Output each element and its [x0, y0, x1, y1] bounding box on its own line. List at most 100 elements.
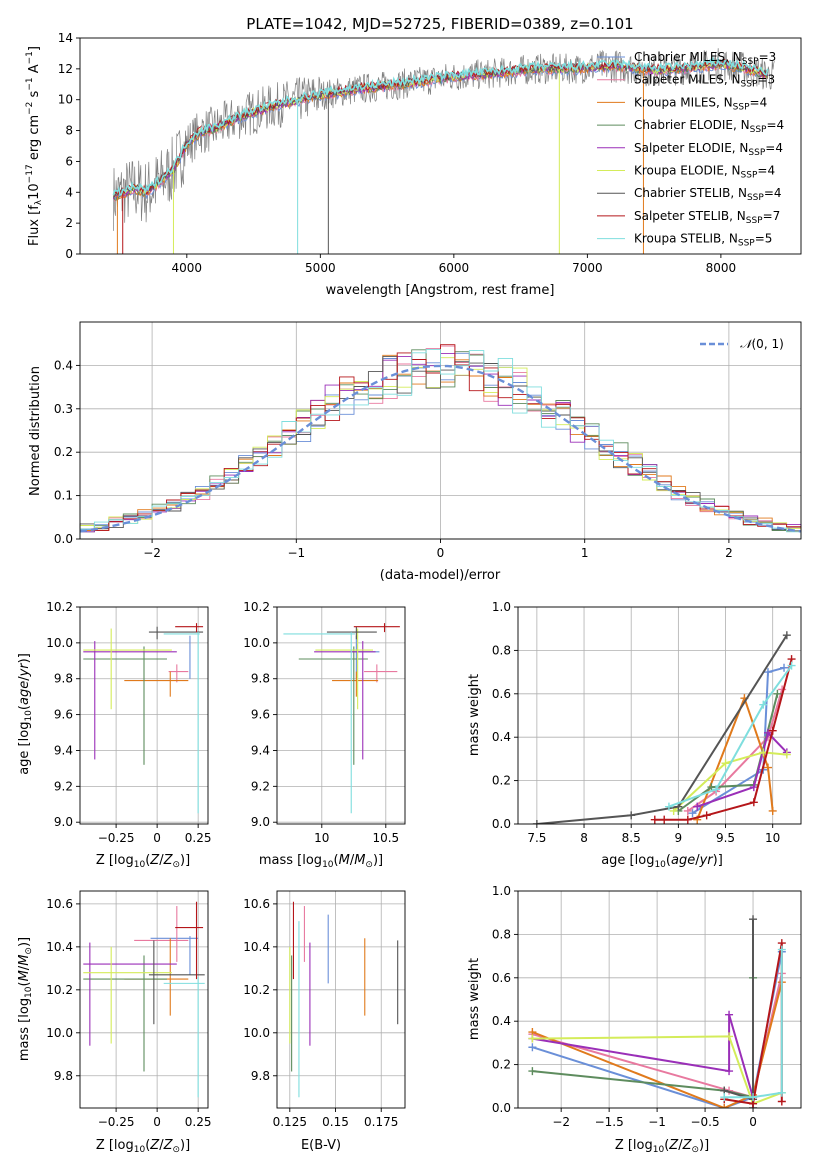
weight-marker-chabrier_stelib [627, 811, 636, 820]
x-tick-label: 0.125 [273, 1115, 307, 1129]
legend-label-chabrier_elodie: Chabrier ELODIE, NSSP=4 [634, 118, 784, 135]
x-tick-label: 8000 [706, 261, 737, 275]
x-tick-label: 10 [765, 831, 780, 845]
weight-marker-kroupa_miles [768, 806, 777, 815]
x-tick-label: 6000 [439, 261, 470, 275]
x-tick-label: 8 [580, 831, 588, 845]
y-tick-label: 0.6 [492, 971, 511, 985]
weight-line-kroupa_stelib [724, 949, 783, 1099]
x-tick-label: −0.5 [690, 1115, 719, 1129]
x-tick-label: 7000 [572, 261, 603, 275]
weight-marker-chabrier_miles [780, 663, 789, 672]
weight-marker-kroupa_elodie [725, 1032, 734, 1041]
x-tick-label: −1.5 [595, 1115, 624, 1129]
x-tick-label: 1 [581, 546, 589, 560]
y-tick-label: 10.2 [46, 983, 73, 997]
y-tick-label: 0 [65, 247, 73, 261]
y-tick-label: 10.2 [243, 983, 270, 997]
x-tick-label: 2 [725, 546, 733, 560]
y-tick-label: 6 [65, 154, 73, 168]
spectrum-ticks: 4000 5000 6000 7000 8000 0 2 4 6 8 10 12 14 [58, 31, 736, 275]
weight-line-chabrier_miles [691, 666, 785, 814]
model-spectrum-kroupa_stelib [112, 55, 769, 196]
weight-marker-chabrier_elodie [773, 689, 782, 698]
x-tick-label: 0 [437, 546, 445, 560]
y-tick-label: 0.6 [492, 687, 511, 701]
spectrum-xlabel: wavelength [Angstrom, rest frame] [326, 283, 555, 298]
x-tick-label: −2 [552, 1115, 570, 1129]
y-tick-label: 0.3 [54, 402, 73, 416]
parameter-axis-labels: Z [log10(Z/Z⊙)] age [log10(age/yr)] mass… [17, 653, 723, 1155]
weight-marker-chabrier_miles [688, 809, 697, 818]
y-tick-label: 9.6 [251, 708, 270, 722]
weight-marker-salpeter_elodie [693, 802, 702, 811]
y-tick-label: 9.2 [54, 779, 73, 793]
weight-vs-z-marks [528, 915, 786, 1108]
legend-label-salpeter_miles: Salpeter MILES, NSSP=3 [634, 73, 775, 90]
y-tick-label: 9.4 [54, 743, 73, 757]
weight-marker-kroupa_elodie [528, 1034, 537, 1043]
mass-vs-ebv-marks [289, 901, 399, 1098]
weight-marker-kroupa_stelib [664, 802, 673, 811]
weight-marker-kroupa_stelib [787, 661, 796, 670]
x-tick-label: −2 [143, 546, 161, 560]
x-tick-label: −1 [648, 1115, 666, 1129]
x-tick-label: 0.25 [185, 1115, 212, 1129]
weight-marker-chabrier_elodie [707, 783, 716, 792]
weight-z-ylabel: mass weight [467, 958, 482, 1040]
residual-ticks: −2 −1 0 1 2 0.0 0.1 0.2 0.3 0.4 [54, 358, 733, 560]
y-tick-label: 0.8 [492, 643, 511, 657]
weight-line-kroupa_elodie [672, 751, 787, 812]
weight-marker-kroupa_stelib [777, 1088, 786, 1097]
weight-age-xlabel: age [log10(age/yr)] [601, 853, 723, 870]
weight-marker-kroupa_elodie [759, 748, 768, 757]
age-vs-z-frame [79, 606, 209, 825]
mass-z-ylabel: mass [log10(M/M⊙)] [17, 937, 34, 1061]
weight-marker-salpeter_elodie [725, 1010, 734, 1019]
y-tick-label: 0.2 [54, 445, 73, 459]
y-tick-label: 0.8 [492, 927, 511, 941]
residual-ylabel: Normed distribution [28, 366, 43, 496]
x-tick-label: 8.5 [622, 831, 641, 845]
y-tick-label: 0.0 [54, 532, 73, 546]
spectrum-panel: PLATE=1042, MJD=52725, FIBERID=0389, z=0… [25, 15, 802, 298]
y-tick-label: 9.6 [54, 708, 73, 722]
y-tick-label: 2 [65, 216, 73, 230]
legend-label-salpeter_elodie: Salpeter ELODIE, NSSP=4 [634, 141, 783, 158]
y-tick-label: 10.6 [243, 897, 270, 911]
mass-vs-ebv-frame [276, 890, 406, 1109]
weight-marker-chabrier_elodie [528, 1067, 537, 1076]
legend-label-kroupa_stelib: Kroupa STELIB, NSSP=5 [634, 232, 772, 249]
spectrum-ylabel: Flux [fλ10−17 erg cm−2 s−1 A−1] [25, 46, 44, 246]
legend-label-chabrier_miles: Chabrier MILES, NSSP=3 [634, 50, 776, 67]
weight-marker-salpeter_miles [683, 806, 692, 815]
weight-z-xlabel: Z [log10(Z/Z⊙)] [615, 1138, 709, 1155]
spectrum-legend: Chabrier MILES, NSSP=3 Salpeter MILES, NS… [597, 50, 784, 249]
spectrum-plot-area [112, 48, 775, 254]
x-tick-label: 5000 [305, 261, 336, 275]
weight-marker-kroupa_stelib [720, 1093, 729, 1102]
x-tick-label: 9 [675, 831, 683, 845]
weight-marker-kroupa_miles [763, 763, 772, 772]
y-tick-label: 9.0 [54, 815, 73, 829]
weight-vs-age-marks [532, 631, 796, 824]
y-tick-label: 0.4 [492, 1014, 511, 1028]
x-tick-label: 0 [749, 1115, 757, 1129]
y-tick-label: 14 [58, 31, 73, 45]
residual-legend: 𝒩(0, 1) [700, 337, 784, 351]
y-tick-label: 8 [65, 124, 73, 138]
x-tick-label: 0.15 [322, 1115, 349, 1129]
age-mass-xlabel: mass [log10(M/M⊙)] [259, 853, 383, 870]
legend-label-kroupa_elodie: Kroupa ELODIE, NSSP=4 [634, 164, 775, 181]
weight-marker-salpeter_elodie [725, 1067, 734, 1076]
y-tick-label: 10.0 [46, 1026, 73, 1040]
weight-marker-chabrier_stelib [749, 915, 758, 924]
weight-marker-kroupa_elodie [782, 750, 791, 759]
x-tick-label: 0.25 [185, 831, 212, 845]
y-tick-label: 9.8 [54, 672, 73, 686]
weight-marker-salpeter_stelib [777, 1097, 786, 1106]
weight-marker-salpeter_stelib [650, 815, 659, 824]
y-tick-label: 0.0 [492, 817, 511, 831]
mass-vs-z-marks [83, 901, 205, 1098]
